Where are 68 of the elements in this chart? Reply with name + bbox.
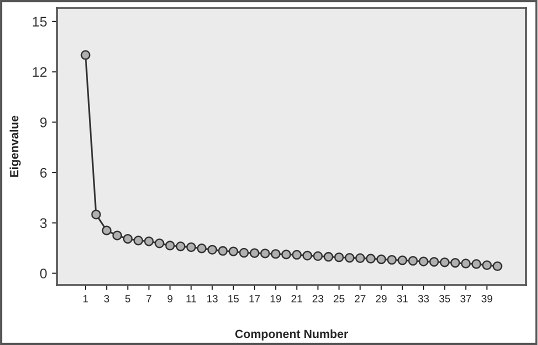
point <box>460 258 471 268</box>
point <box>355 253 366 263</box>
y-tick-label: 3 <box>40 218 47 228</box>
point <box>292 250 302 260</box>
point <box>239 248 249 258</box>
point <box>334 252 344 262</box>
point <box>408 256 418 266</box>
point <box>260 248 270 258</box>
x-tick-label: 33 <box>418 294 429 302</box>
point <box>144 236 154 246</box>
point <box>366 254 376 264</box>
x-tick-label: 15 <box>228 295 239 302</box>
x-tick-label: 5 <box>125 295 130 302</box>
x-tick-label: 13 <box>207 294 218 302</box>
x-tick-label: 31 <box>397 294 408 302</box>
point <box>302 250 312 260</box>
x-tick-label: 39 <box>482 294 492 302</box>
x-tick-label: 23 <box>312 294 324 302</box>
point <box>376 254 386 264</box>
point <box>313 251 323 261</box>
x-tick-label: 9 <box>168 294 172 302</box>
x-tick-label: 21 <box>292 294 302 302</box>
y-tick-label: 9 <box>40 117 47 128</box>
point <box>196 244 207 254</box>
point <box>165 240 175 250</box>
point <box>80 50 90 60</box>
y-axis-title: Eigenvalue <box>10 116 21 177</box>
point <box>207 244 218 255</box>
point <box>450 258 460 268</box>
y-tick-label: 0 <box>40 268 47 278</box>
y-tick-label: 15 <box>32 16 47 27</box>
x-tick-label: 3 <box>104 294 110 302</box>
point <box>102 226 112 236</box>
point <box>492 261 502 272</box>
x-tick-label: 25 <box>334 294 344 302</box>
point <box>344 252 354 263</box>
point <box>471 259 482 269</box>
x-tick-label: 35 <box>439 294 450 302</box>
point <box>186 242 196 252</box>
point <box>429 256 439 267</box>
point <box>91 210 101 220</box>
x-axis-title: Component Number <box>235 329 348 340</box>
x-tick-label: 29 <box>376 294 387 302</box>
point <box>281 250 292 260</box>
point <box>250 248 260 258</box>
point <box>112 230 122 240</box>
x-tick-label: 1 <box>83 295 88 302</box>
point <box>218 246 228 256</box>
point <box>122 234 133 244</box>
y-tick-label: 6 <box>40 168 47 178</box>
point <box>324 252 334 262</box>
x-tick-label: 19 <box>270 294 281 302</box>
y-tick-label: 12 <box>32 67 47 77</box>
point <box>176 242 186 252</box>
x-tick-label: 17 <box>250 295 260 302</box>
x-tick-label: 37 <box>460 294 472 302</box>
point <box>154 238 164 248</box>
point <box>228 246 238 256</box>
point <box>482 260 492 270</box>
point <box>398 255 408 266</box>
point <box>440 257 450 268</box>
point <box>418 256 428 266</box>
x-tick-label: 7 <box>146 295 152 302</box>
point <box>270 249 281 259</box>
point <box>386 254 397 265</box>
x-tick-label: 27 <box>354 294 366 302</box>
point <box>133 236 144 246</box>
x-tick-label: 11 <box>186 295 196 302</box>
